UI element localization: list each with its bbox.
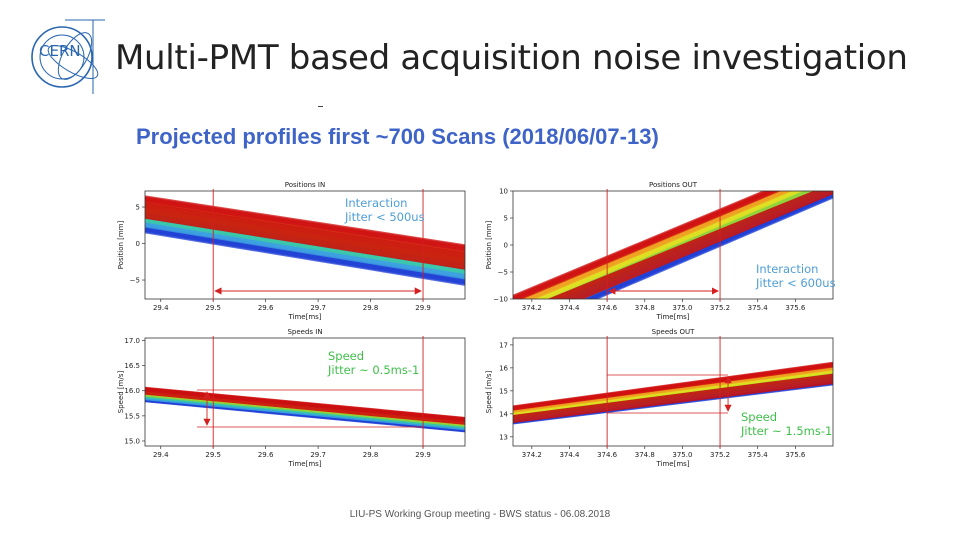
chart-annotation: Speed [328, 349, 364, 363]
y-axis-label: Speed [m/s] [485, 371, 493, 414]
y-tick-label: −5 [130, 277, 140, 285]
y-axis-label: Speed [m/s] [117, 371, 125, 414]
x-tick-label: 374.4 [559, 304, 580, 312]
y-tick-label: 15.0 [124, 437, 140, 445]
x-tick-label: 375.0 [672, 304, 692, 312]
chart-annotation: Jitter < 600us [755, 276, 836, 290]
chart-positions-in: Positions IN 29.4 29.5 29.6 29.7 29.8 29.9 −5 0 5… [117, 181, 466, 321]
y-axis-label: Position [mm] [485, 220, 493, 269]
chart-speeds-out: Speeds OUT 374.2 374.4 374.6 374.8 375.0 375.2… [485, 328, 834, 468]
y-tick-label: 17 [499, 341, 508, 349]
x-tick-label: 29.9 [415, 451, 431, 459]
plot-frame [144, 337, 466, 447]
y-axis-label: Position [mm] [117, 220, 125, 269]
trace-band [513, 361, 833, 425]
x-tick-label: 374.4 [559, 451, 580, 459]
x-tick-label: 375.6 [785, 304, 806, 312]
x-axis-label: Time[ms] [287, 460, 321, 468]
y-tick-label: −5 [498, 269, 508, 277]
y-tick-label: 15.5 [124, 412, 140, 420]
logo-text: CERN [39, 42, 81, 60]
y-tick-label: 16.0 [124, 387, 140, 395]
trace-core [513, 373, 833, 424]
x-tick-label: 29.7 [310, 304, 326, 312]
y-tick-label: 10 [499, 188, 508, 196]
chart-title: Speeds OUT [652, 328, 695, 336]
page-title: Multi-PMT based acquisition noise invest… [115, 38, 908, 78]
cern-logo: CERN [31, 19, 105, 94]
y-tick-label: 17.0 [124, 337, 140, 345]
y-tick-label: −10 [493, 296, 508, 304]
x-axis-label: Time[ms] [655, 460, 689, 468]
x-tick-label: 374.6 [597, 304, 618, 312]
x-axis-label: Time[ms] [655, 313, 689, 321]
trace-line [513, 361, 833, 409]
x-tick-label: 374.6 [597, 451, 618, 459]
x-tick-label: 29.5 [205, 304, 221, 312]
x-tick-label: 374.8 [635, 451, 655, 459]
chart-subtitle: Projected profiles first ~700 Scans (201… [136, 124, 659, 149]
y-tick-label: 5 [504, 215, 508, 223]
chart-annotation: Interaction [345, 196, 407, 210]
x-tick-label: 29.8 [363, 304, 379, 312]
x-tick-label: 29.7 [310, 451, 326, 459]
x-tick-label: 29.6 [258, 304, 274, 312]
chart-title: Positions IN [285, 181, 325, 189]
x-tick-label: 29.6 [258, 451, 274, 459]
x-tick-label: 29.4 [153, 451, 169, 459]
x-tick-label: 29.9 [415, 304, 431, 312]
x-tick-label: 375.0 [672, 451, 692, 459]
y-tick-label: 0 [136, 240, 140, 248]
x-tick-label: 375.2 [710, 304, 730, 312]
x-tick-label: 375.6 [785, 451, 806, 459]
x-tick-label: 29.4 [153, 304, 169, 312]
trace-band [145, 386, 465, 433]
x-tick-label: 29.5 [205, 451, 221, 459]
x-tick-label: 374.8 [635, 304, 655, 312]
trace-core [145, 202, 465, 270]
trace-band [513, 191, 833, 299]
chart-annotation: Jitter ~ 1.5ms-1 [740, 424, 832, 438]
y-tick-label: 5 [136, 204, 140, 212]
trace-band [145, 195, 465, 286]
chart-speeds-in: Speeds IN 29.4 29.5 29.6 29.7 29.8 29.9 15.0 15.… [117, 328, 466, 468]
y-tick-label: 16 [499, 364, 508, 372]
trace-line [513, 191, 770, 298]
trace-core [547, 191, 833, 299]
x-tick-label: 375.2 [710, 451, 730, 459]
chart-annotation: Speed [741, 410, 777, 424]
x-axis-label: Time[ms] [287, 313, 321, 321]
y-tick-label: 13 [499, 433, 508, 441]
y-tick-label: 16.5 [124, 362, 140, 370]
chart-annotation: Jitter ~ 0.5ms-1 [327, 363, 419, 377]
x-tick-label: 374.2 [522, 304, 542, 312]
plot-frame [512, 337, 834, 447]
y-tick-label: 15 [499, 387, 508, 395]
trace-core [145, 388, 465, 425]
chart-annotation: Interaction [756, 262, 818, 276]
chart-title: Speeds IN [287, 328, 322, 336]
chart-title: Positions OUT [649, 181, 698, 189]
x-tick-label: 29.8 [363, 451, 379, 459]
trace-line [145, 195, 465, 248]
y-tick-label: 0 [504, 242, 508, 250]
x-tick-label: 375.4 [748, 451, 769, 459]
divider-mark [318, 106, 323, 107]
chart-positions-out: Positions OUT 374.2 374.4 374.6 374.8 375.0 37… [485, 181, 836, 321]
chart-annotation: Jitter < 500us [344, 210, 425, 224]
slide-footer: LIU-PS Working Group meeting - BWS statu… [349, 509, 611, 520]
plot-frame [144, 190, 466, 300]
y-tick-label: 14 [499, 410, 508, 418]
x-tick-label: 374.2 [522, 451, 542, 459]
x-tick-label: 375.4 [748, 304, 769, 312]
